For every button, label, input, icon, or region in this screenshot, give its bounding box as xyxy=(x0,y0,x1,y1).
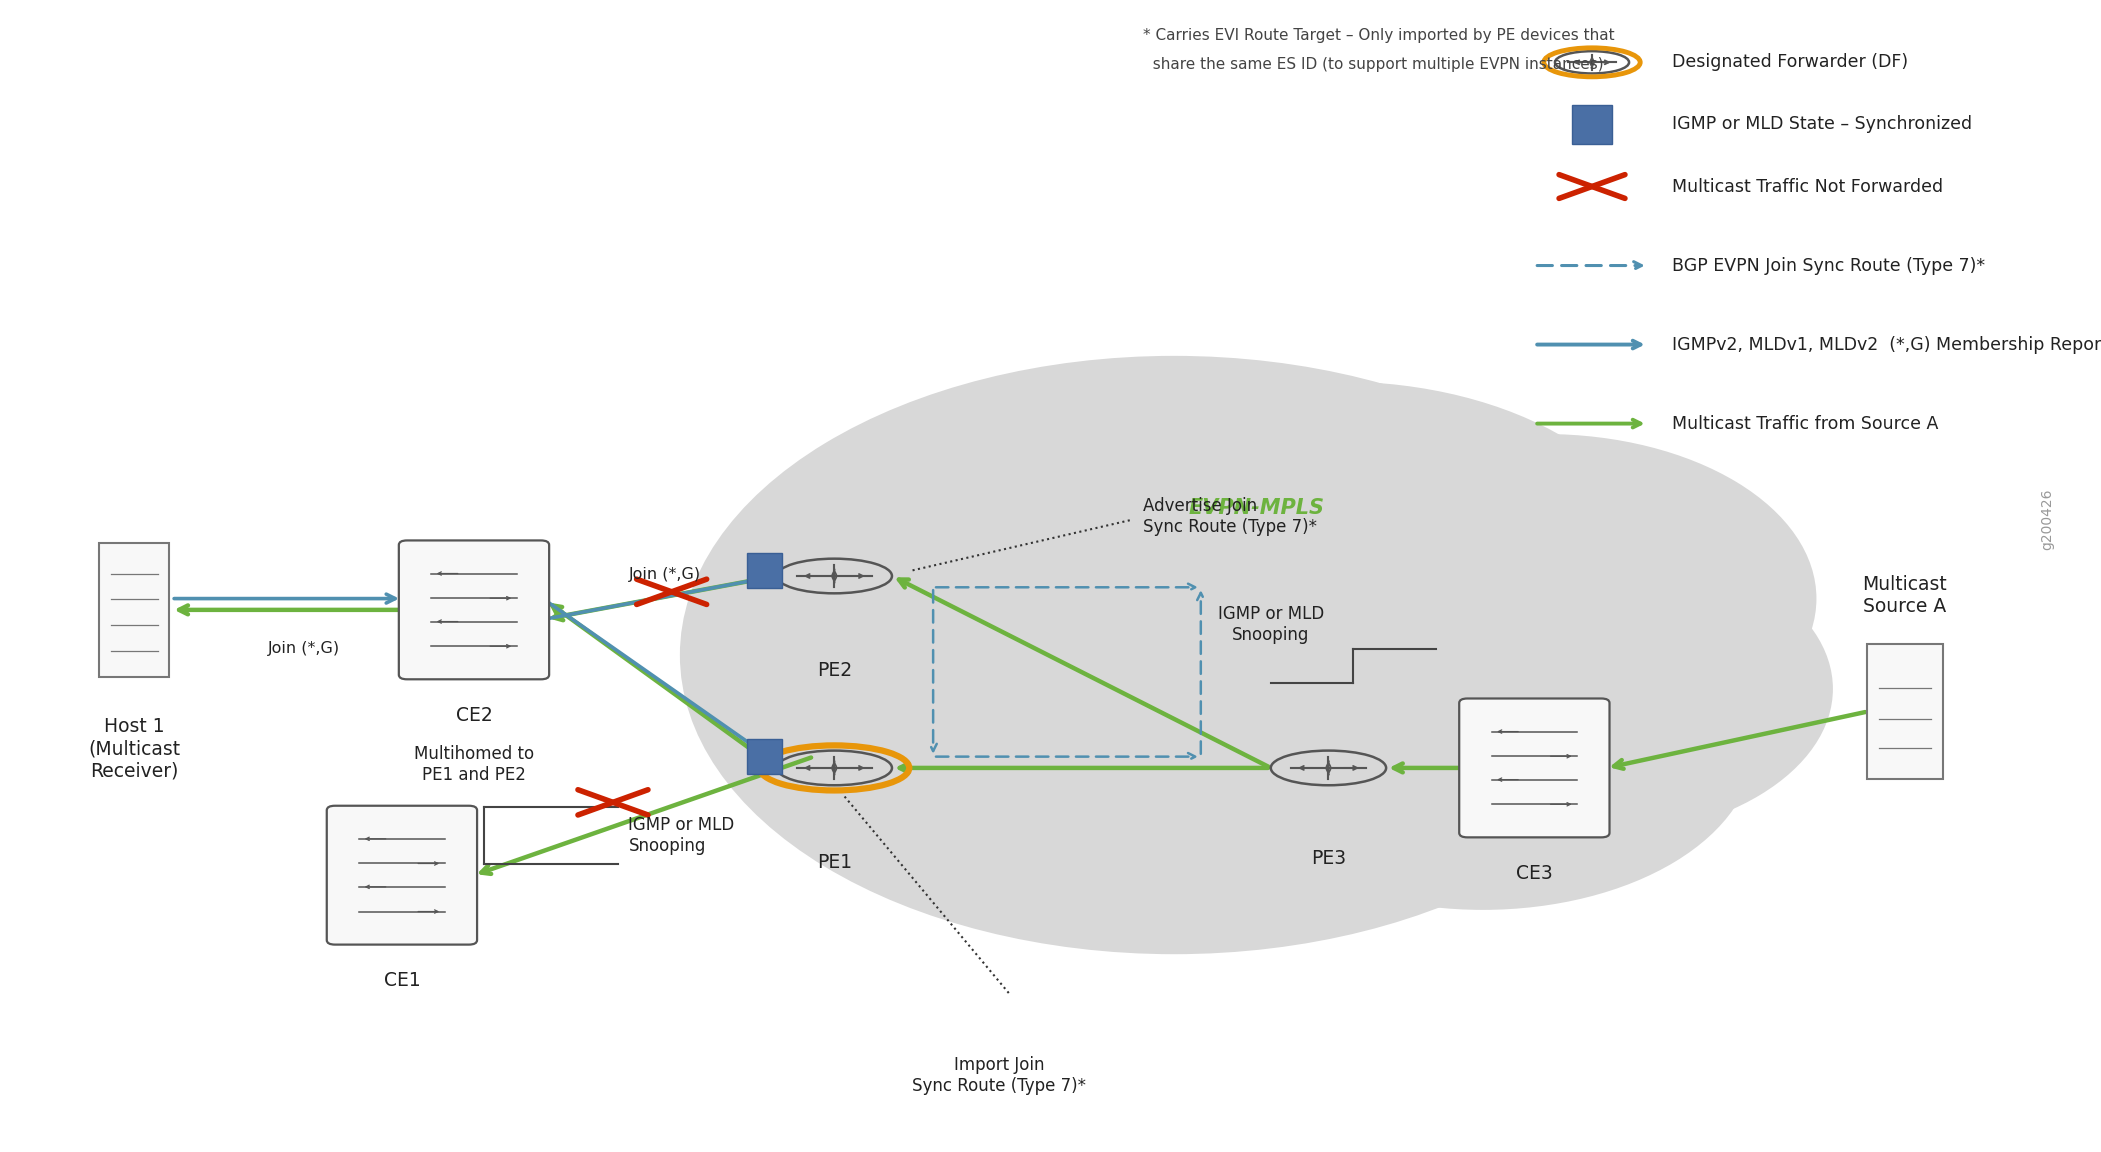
Text: Join (*,G): Join (*,G) xyxy=(269,642,340,657)
Text: Host 1
(Multicast
Receiver): Host 1 (Multicast Receiver) xyxy=(88,717,181,780)
Text: Multicast Traffic Not Forwarded: Multicast Traffic Not Forwarded xyxy=(1672,177,1943,196)
Bar xyxy=(746,740,782,774)
Text: CE2: CE2 xyxy=(456,706,492,725)
FancyBboxPatch shape xyxy=(1460,698,1609,838)
Ellipse shape xyxy=(1273,434,1817,763)
Text: share the same ES ID (to support multiple EVPN instances): share the same ES ID (to support multipl… xyxy=(1143,56,1603,71)
Text: IGMPv2, MLDv1, MLDv2  (*,G) Membership Report: IGMPv2, MLDv1, MLDv2 (*,G) Membership Re… xyxy=(1672,335,2101,354)
Text: BGP EVPN Join Sync Route (Type 7)*: BGP EVPN Join Sync Route (Type 7)* xyxy=(1672,257,1985,274)
Text: CE3: CE3 xyxy=(1517,864,1553,882)
Text: Multicast Traffic from Source A: Multicast Traffic from Source A xyxy=(1672,415,1939,433)
FancyBboxPatch shape xyxy=(99,543,170,677)
Bar xyxy=(1572,105,1611,144)
Text: * Carries EVI Route Target – Only imported by PE devices that: * Carries EVI Route Target – Only import… xyxy=(1143,29,1616,44)
Text: IGMP or MLD
Snooping: IGMP or MLD Snooping xyxy=(1219,605,1324,644)
Text: g200426: g200426 xyxy=(2040,488,2055,551)
Text: IGMP or MLD
Snooping: IGMP or MLD Snooping xyxy=(628,817,735,855)
FancyBboxPatch shape xyxy=(399,540,548,680)
Ellipse shape xyxy=(695,491,1240,819)
Ellipse shape xyxy=(887,596,1380,895)
Text: Import Join
Sync Route (Type 7)*: Import Join Sync Route (Type 7)* xyxy=(912,1055,1086,1094)
Ellipse shape xyxy=(681,356,1668,954)
Ellipse shape xyxy=(704,577,1149,846)
Text: Designated Forwarder (DF): Designated Forwarder (DF) xyxy=(1672,53,1908,71)
Text: IGMP or MLD State – Synchronized: IGMP or MLD State – Synchronized xyxy=(1672,115,1973,134)
Text: EVPN-MPLS: EVPN-MPLS xyxy=(1189,499,1324,518)
Text: PE3: PE3 xyxy=(1311,849,1347,869)
Ellipse shape xyxy=(1017,381,1660,771)
Ellipse shape xyxy=(1210,581,1754,910)
Text: CE1: CE1 xyxy=(384,971,420,990)
Text: Multicast
Source A: Multicast Source A xyxy=(1864,575,1948,615)
Text: Multihomed to
PE1 and PE2: Multihomed to PE1 and PE2 xyxy=(414,745,534,785)
Ellipse shape xyxy=(1338,539,1832,839)
FancyBboxPatch shape xyxy=(1868,644,1943,779)
Text: PE2: PE2 xyxy=(817,661,851,680)
Ellipse shape xyxy=(771,404,1412,793)
Text: Advertise Join
Sync Route (Type 7)*: Advertise Join Sync Route (Type 7)* xyxy=(1143,497,1317,536)
FancyBboxPatch shape xyxy=(328,805,477,945)
Text: PE1: PE1 xyxy=(817,852,851,872)
Text: Join (*,G): Join (*,G) xyxy=(628,567,700,582)
Bar xyxy=(746,553,782,588)
